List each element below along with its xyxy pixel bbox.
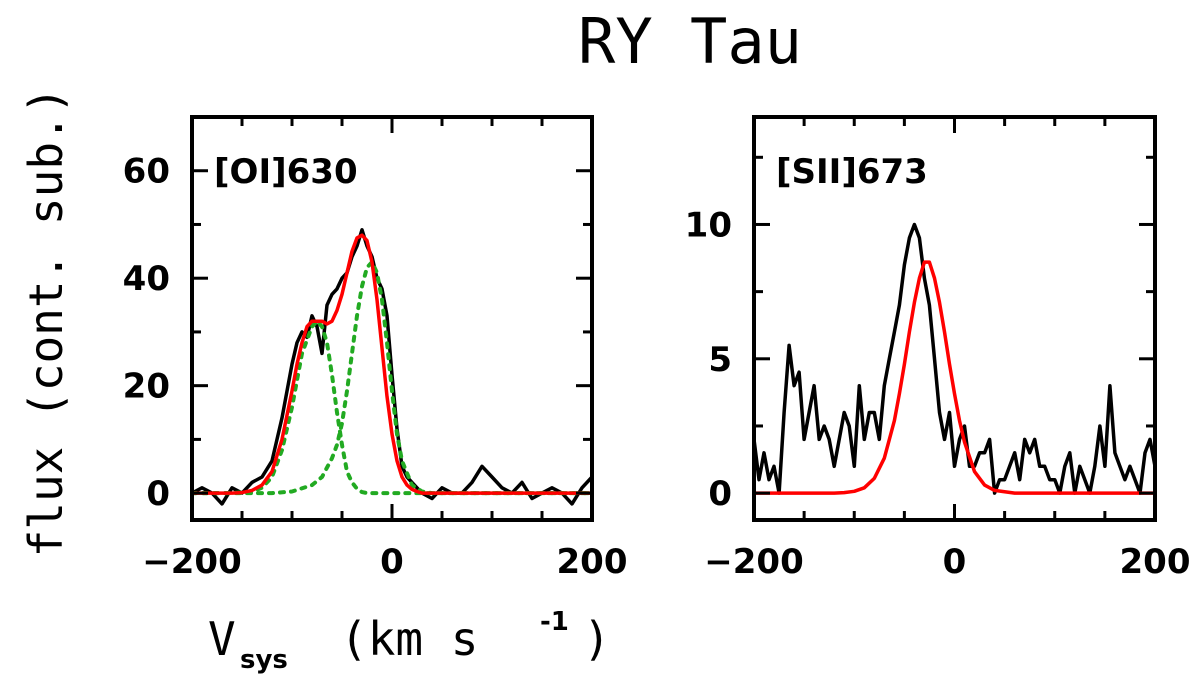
panel-sii673: −200 0 200 0 5 10 [SII]673 <box>685 115 1191 582</box>
x-axis-label-main: V <box>208 612 236 666</box>
x-axis-label-close: ) <box>583 612 611 666</box>
y-tick-label: 0 <box>146 474 170 514</box>
observed-spectrum-line <box>754 222 1155 495</box>
x-tick-label: 200 <box>1120 542 1191 582</box>
x-tick-label: 200 <box>557 542 628 582</box>
y-tick-label: 10 <box>685 205 732 245</box>
x-axis-label-subscript: sys <box>240 645 288 675</box>
y-tick-label: 60 <box>123 152 170 192</box>
x-tick-label: −200 <box>142 542 241 582</box>
x-axis-label-units: (km s <box>340 612 478 666</box>
x-tick-label: 0 <box>943 542 967 582</box>
y-tick-label: 5 <box>708 340 732 380</box>
y-axis-label: flux (cont. sub.) <box>19 87 73 558</box>
total-fit-line <box>192 233 592 495</box>
fit-component-line <box>192 319 592 496</box>
line-label: [SII]673 <box>776 152 928 192</box>
x-tick-label: 0 <box>380 542 404 582</box>
observed-spectrum-line <box>192 228 592 506</box>
y-tick-label: 20 <box>123 367 170 407</box>
y-tick-label: 40 <box>123 259 170 299</box>
line-label: [OI]630 <box>214 152 358 192</box>
panel-oi630: −200 0 200 0 20 40 60 [OI]630 <box>123 115 628 582</box>
figure-title: RY Tau <box>578 5 802 78</box>
x-tick-label: −200 <box>704 542 803 582</box>
x-axis-label: V sys (km s -1 ) <box>208 607 611 675</box>
total-fit-line <box>754 260 1155 495</box>
y-tick-label: 0 <box>708 474 732 514</box>
x-axis-label-exponent: -1 <box>540 607 569 637</box>
fit-component-line <box>192 260 592 496</box>
